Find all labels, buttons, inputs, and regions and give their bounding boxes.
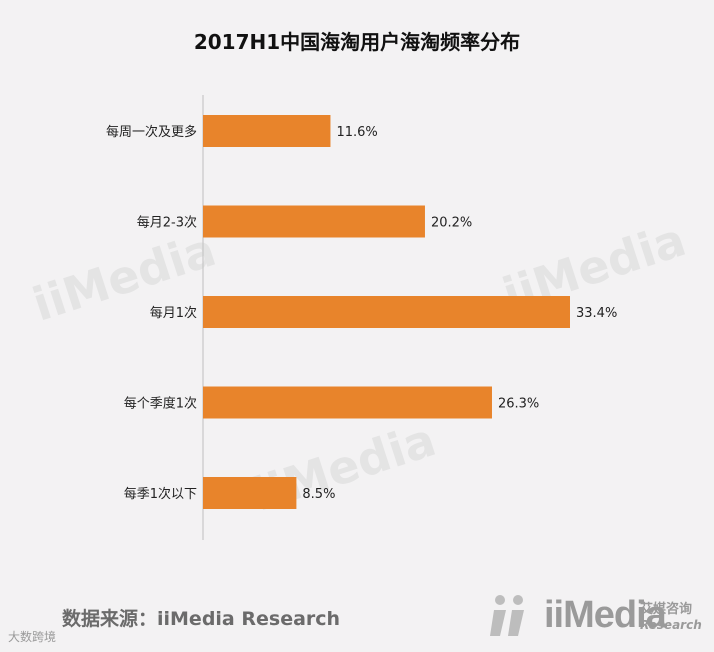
data-source: 数据来源：iiMedia Research xyxy=(62,608,341,630)
value-label: 11.6% xyxy=(336,125,377,140)
value-label: 26.3% xyxy=(498,397,539,412)
bar xyxy=(203,205,425,238)
bar xyxy=(203,477,297,509)
category-label: 每月2-3次 xyxy=(137,215,197,231)
category-label: 每季1次以下 xyxy=(124,486,197,502)
logo-en: Research xyxy=(640,618,702,632)
category-label: 每个季度1次 xyxy=(124,396,197,412)
logo-text: iiMedia xyxy=(544,594,667,636)
logo-mark-icon xyxy=(490,595,524,636)
category-label: 每月1次 xyxy=(150,305,197,321)
weibo-mark: 大数跨境 xyxy=(8,630,57,644)
category-label: 每周一次及更多 xyxy=(106,124,197,140)
bars-layer: 每周一次及更多 11.6% 每月2-3次 20.2% 每月1次 33.4% 每个季度1次 26… xyxy=(106,115,617,509)
value-label: 20.2% xyxy=(431,216,472,231)
bar xyxy=(203,296,570,328)
bar xyxy=(203,115,331,147)
bar xyxy=(203,386,492,419)
chart-title: 2017H1中国海淘用户海淘频率分布 xyxy=(193,30,521,54)
value-label: 8.5% xyxy=(302,487,335,502)
value-label: 33.4% xyxy=(576,306,617,321)
iimedia-logo: iiMedia 艾媒咨询 Research xyxy=(488,592,703,640)
logo-cn: 艾媒咨询 xyxy=(640,602,693,617)
